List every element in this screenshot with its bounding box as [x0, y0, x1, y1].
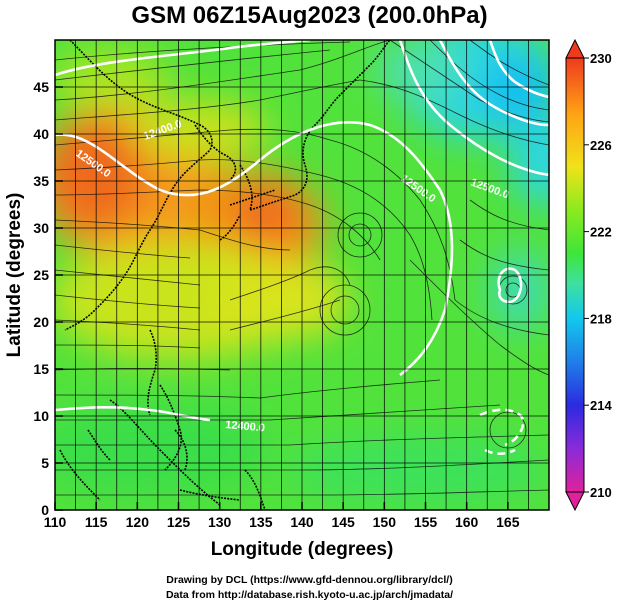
colorbar-tick-label: 218	[590, 311, 612, 326]
x-tick-label: 155	[414, 514, 438, 530]
chart-title: GSM 06Z15Aug2023 (200.0hPa)	[131, 2, 488, 29]
colorbar-tick-label: 210	[590, 485, 612, 500]
height-contours	[55, 40, 549, 456]
y-tick-label: 15	[33, 361, 49, 377]
x-tick-label: 140	[290, 514, 314, 530]
y-tick-label: 35	[33, 173, 49, 189]
y-tick-label: 40	[33, 126, 49, 142]
coastlines	[59, 40, 391, 510]
y-axis: 0 5 10 15 20 25 30 35 40 45	[33, 79, 63, 518]
y-tick-label: 25	[33, 267, 49, 283]
colorbar-top-arrow	[565, 38, 585, 59]
x-tick-label: 135	[249, 514, 273, 530]
contour-label: 12400.0	[225, 419, 266, 434]
colorbar-gradient	[565, 57, 585, 493]
colorbar-bottom-arrow	[565, 491, 585, 512]
footer-credit-drawing: Drawing by DCL (https://www.gfd-dennou.o…	[166, 574, 453, 586]
y-tick-label: 0	[41, 502, 49, 518]
x-tick-label: 160	[455, 514, 479, 530]
y-tick-label: 30	[33, 220, 49, 236]
y-tick-label: 45	[33, 79, 49, 95]
x-tick-label: 165	[496, 514, 520, 530]
y-tick-label: 20	[33, 314, 49, 330]
x-axis: 110 115 120 125 130 135 140 145 150 155 160 165	[44, 502, 520, 530]
grid-lines	[55, 40, 549, 510]
y-axis-label: Latitude (degrees)	[4, 193, 25, 358]
colorbar-tick-label: 222	[590, 225, 612, 240]
x-tick-label: 145	[331, 514, 355, 530]
x-tick-label: 150	[373, 514, 397, 530]
footer-credit-data: Data from http://database.rish.kyoto-u.a…	[165, 589, 454, 601]
y-tick-label: 10	[33, 408, 49, 424]
x-tick-label: 125	[167, 514, 191, 530]
y-tick-label: 5	[41, 455, 49, 471]
x-tick-label: 115	[85, 514, 108, 530]
x-tick-label: 130	[208, 514, 232, 530]
x-tick-label: 110	[44, 514, 67, 530]
colorbar: 210 214 218 222 226 230	[565, 38, 612, 512]
colorbar-tick-label: 230	[590, 51, 612, 66]
x-tick-label: 120	[126, 514, 150, 530]
colorbar-tick-label: 214	[590, 398, 612, 413]
colorbar-tick-label: 226	[590, 138, 612, 153]
x-axis-label: Longitude (degrees)	[211, 539, 394, 560]
